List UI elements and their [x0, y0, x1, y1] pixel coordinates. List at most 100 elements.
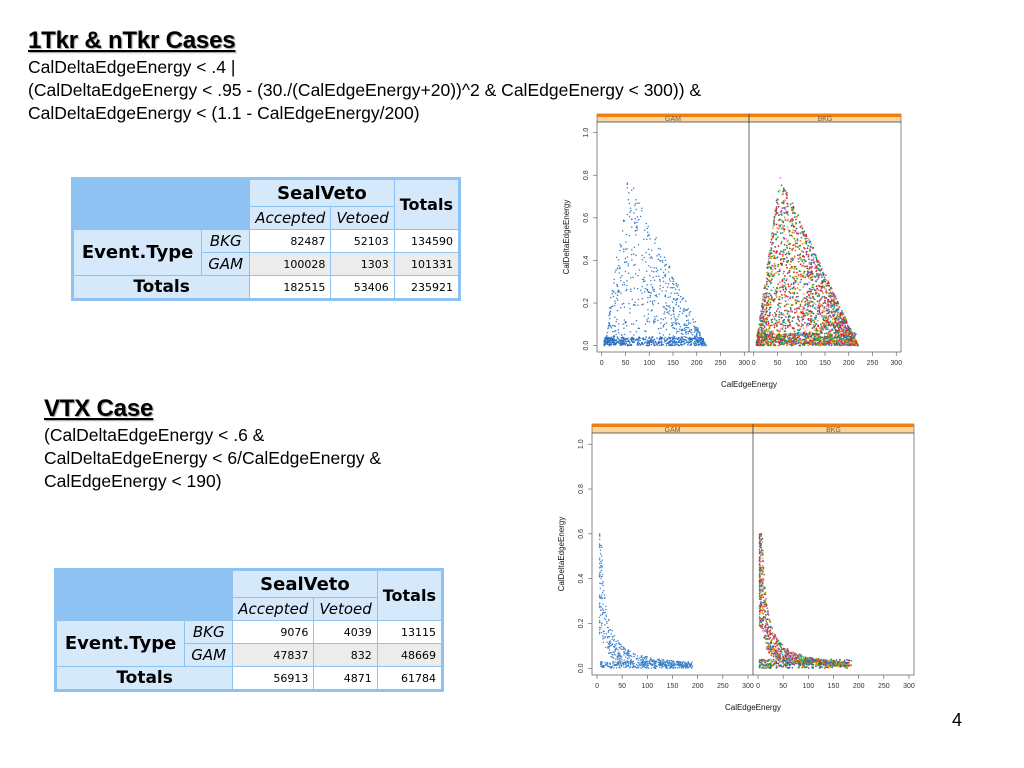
bkg-point: [763, 315, 765, 318]
bkg-point: [811, 339, 814, 342]
gam-point: [598, 603, 601, 605]
bkg-point: [816, 334, 818, 337]
bkg-point: [791, 206, 793, 209]
bkg-point: [805, 241, 808, 244]
bkg-point: [783, 228, 786, 231]
bkg-point: [855, 343, 858, 346]
bkg-point: [761, 316, 764, 319]
bkg-point: [782, 333, 785, 336]
gam-point: [672, 310, 675, 313]
bkg-point: [810, 341, 812, 344]
gam-point: [645, 260, 647, 263]
gam-point: [609, 628, 612, 631]
gam-point: [665, 340, 667, 342]
bkg-point: [786, 219, 789, 222]
bkg-point: [825, 328, 827, 331]
bkg-point: [765, 323, 768, 326]
gam-point: [626, 182, 629, 184]
gam-point: [635, 198, 637, 201]
gam-point: [680, 340, 683, 343]
bkg-point: [833, 326, 836, 329]
bkg-point: [837, 311, 839, 314]
gam-point: [653, 338, 656, 341]
bkg-point: [782, 226, 785, 229]
gam-point: [636, 342, 639, 345]
gam-point: [668, 310, 671, 312]
bkg-point: [829, 314, 832, 317]
bkg-point: [769, 341, 772, 344]
bkg-point: [836, 314, 839, 317]
bkg-point: [785, 279, 787, 282]
gam-point: [662, 271, 665, 274]
gam-point: [637, 219, 640, 221]
gam-point: [628, 651, 630, 653]
x-tick-label: 250: [717, 683, 729, 690]
bkg-point: [826, 291, 829, 294]
bkg-point: [777, 205, 780, 208]
cell-gam-accepted: 47837: [232, 643, 315, 667]
bkg-point: [756, 332, 759, 335]
bkg-point: [826, 328, 829, 331]
gam-point: [670, 666, 673, 669]
bkg-point: [805, 273, 808, 276]
gam-point: [675, 328, 678, 330]
gam-point: [636, 229, 638, 231]
bkg-point: [816, 329, 818, 332]
gam-point: [658, 253, 660, 256]
bkg-point: [797, 341, 800, 344]
bkg-point: [799, 263, 802, 266]
bkg-point: [837, 331, 840, 334]
bkg-point: [791, 220, 793, 223]
y-axis-label: CalDeltaEdgeEnergy: [562, 200, 571, 275]
gam-point: [631, 336, 634, 339]
bkg-point: [798, 248, 801, 250]
bkg-point: [792, 205, 795, 208]
bkg-point: [760, 329, 763, 332]
bkg-point: [835, 309, 838, 312]
gam-point: [623, 319, 626, 321]
bkg-point: [781, 255, 784, 257]
bkg-point: [795, 322, 798, 325]
bkg-point: [819, 323, 822, 326]
bkg-point: [806, 313, 809, 316]
gam-point: [607, 337, 610, 340]
bkg-point: [758, 336, 761, 339]
bkg-point: [804, 339, 807, 342]
bkg-point: [768, 333, 771, 336]
bkg-point: [806, 283, 809, 286]
gam-point: [688, 312, 691, 314]
bkg-point: [823, 296, 826, 299]
gam-point: [614, 649, 616, 651]
gam-point: [654, 238, 656, 241]
bkg-point: [813, 298, 816, 301]
gam-point: [598, 616, 601, 618]
bkg-point: [816, 269, 818, 271]
gam-point: [669, 667, 672, 669]
bkg-point: [760, 539, 763, 541]
bkg-point: [837, 334, 840, 337]
gam-point: [628, 342, 631, 344]
bkg-point: [764, 619, 767, 622]
gam-point: [648, 343, 651, 345]
gam-point: [683, 329, 686, 332]
bkg-point: [832, 293, 835, 296]
bkg-point: [780, 316, 783, 319]
bkg-point: [775, 310, 778, 312]
gam-point: [640, 662, 643, 664]
panel-strip-bar: [592, 424, 753, 427]
gam-point: [605, 336, 607, 339]
gam-point: [647, 308, 649, 311]
bkg-point: [802, 318, 805, 321]
bkg-point: [795, 227, 798, 230]
gam-point: [637, 304, 639, 306]
bkg-point: [834, 343, 837, 346]
gam-point: [658, 662, 661, 664]
bkg-point: [818, 262, 821, 264]
gam-point: [608, 649, 611, 651]
bkg-point: [831, 305, 834, 308]
gam-point: [677, 315, 679, 318]
bkg-point: [787, 283, 790, 286]
gam-point: [617, 258, 620, 261]
bkg-point: [828, 335, 831, 338]
gam-point: [687, 331, 690, 333]
